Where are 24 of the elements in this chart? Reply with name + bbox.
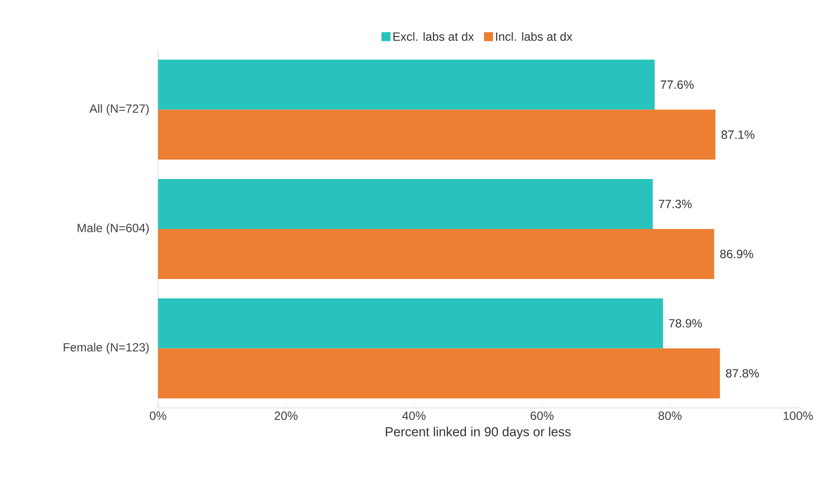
x-tick-label: 80%: [658, 412, 682, 420]
x-tick-label: 0%: [150, 412, 166, 420]
y-tick-label: All (N=727): [89, 104, 149, 116]
bar: [158, 298, 663, 348]
legend-label: Excl. labs at dx: [393, 32, 474, 41]
legend-label: Incl. labs at dx: [496, 32, 572, 41]
data-label: 77.6%: [660, 80, 694, 89]
y-tick-label: Male (N=604): [78, 223, 149, 235]
bar: [158, 110, 716, 160]
x-tick-label: 60%: [530, 412, 554, 420]
y-tick-label: Female (N=123): [64, 342, 149, 354]
x-tick-label: 100%: [784, 412, 813, 420]
x-tick-label: 20%: [274, 412, 298, 420]
bar: [158, 60, 655, 110]
bar: [158, 228, 714, 279]
bar: [158, 178, 653, 229]
bar: [158, 348, 720, 398]
data-label: 86.9%: [720, 250, 754, 258]
x-axis-title: Percent linked in 90 days or less: [386, 426, 571, 439]
data-label: 77.3%: [658, 200, 692, 208]
x-tick-label: 40%: [402, 412, 426, 420]
data-label: 87.1%: [721, 130, 754, 139]
data-label: 87.8%: [726, 369, 759, 378]
data-label: 78.9%: [669, 319, 702, 328]
